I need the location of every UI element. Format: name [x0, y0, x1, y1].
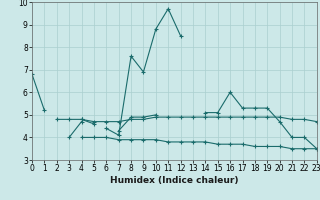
X-axis label: Humidex (Indice chaleur): Humidex (Indice chaleur)	[110, 176, 239, 185]
